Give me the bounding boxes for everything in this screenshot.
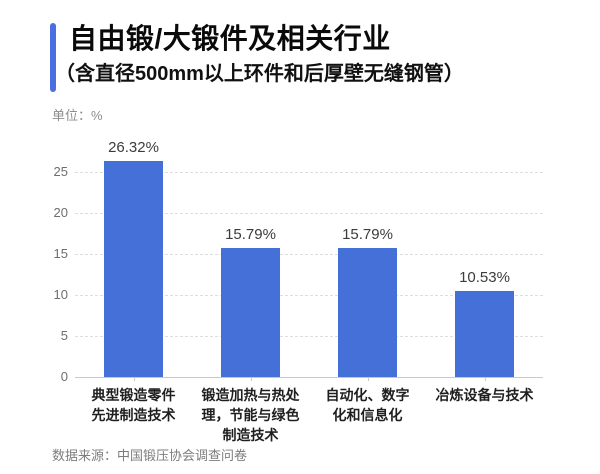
gridline — [75, 172, 543, 173]
x-axis-category-label: 锻造加热与热处 理，节能与绿色 制造技术 — [189, 385, 313, 445]
category-label-line: 化和信息化 — [332, 407, 403, 423]
category-label-line: 自动化、数字 — [325, 387, 410, 403]
title-accent-bar — [50, 23, 56, 92]
gridline — [75, 336, 543, 337]
x-axis-tick — [367, 377, 369, 381]
bar — [338, 247, 397, 377]
bar — [455, 290, 514, 377]
category-label-line: 锻造加热与热处 — [201, 387, 300, 403]
y-axis-tick-label: 5 — [60, 328, 68, 343]
category-label-line: 先进制造技术 — [91, 407, 176, 423]
gridline — [75, 254, 543, 255]
x-axis-line — [75, 377, 543, 378]
bar-value-label: 15.79% — [225, 225, 276, 243]
y-axis-tick-label: 0 — [60, 369, 68, 384]
bar-value-label: 10.53% — [459, 268, 510, 286]
x-axis-tick — [484, 377, 486, 381]
gridline — [75, 295, 543, 296]
x-axis-tick — [133, 377, 135, 381]
category-label-line: 制造技术 — [222, 427, 279, 443]
y-axis-tick-label: 20 — [53, 205, 68, 220]
x-axis-tick — [250, 377, 252, 381]
x-axis-category-label: 自动化、数字 化和信息化 — [306, 385, 430, 425]
x-axis-category-label: 典型锻造零件 先进制造技术 — [72, 385, 196, 425]
page-subtitle: （含直径500mm以上环件和后厚壁无缝钢管） — [55, 63, 464, 85]
y-axis-tick-label: 15 — [53, 246, 68, 261]
y-axis-tick-label: 25 — [53, 164, 68, 179]
category-label-line: 冶炼设备与技术 — [435, 387, 534, 403]
category-label-line: 典型锻造零件 — [91, 387, 176, 403]
category-label-line: 理，节能与绿色 — [201, 407, 300, 423]
gridline — [75, 213, 543, 214]
bar — [104, 161, 163, 377]
bar-value-label: 15.79% — [342, 225, 393, 243]
unit-label: 单位：% — [52, 108, 103, 123]
x-axis-category-label: 冶炼设备与技术 — [423, 385, 547, 405]
y-axis-tick-label: 10 — [53, 287, 68, 302]
bar-value-label: 26.32% — [108, 139, 159, 157]
data-source: 数据来源：中国锻压协会调查问卷 — [52, 448, 248, 463]
page-title: 自由锻/大锻件及相关行业 — [69, 23, 391, 54]
bar — [221, 247, 280, 377]
